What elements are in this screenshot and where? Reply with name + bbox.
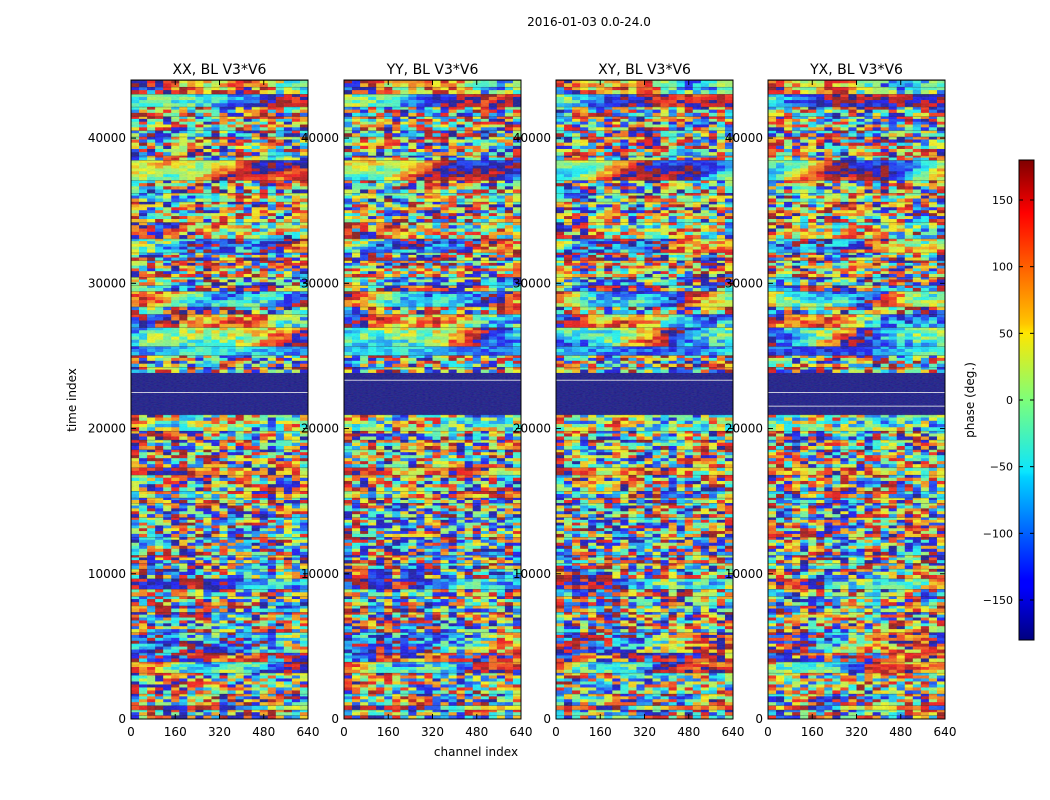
figure-suptitle: 2016-01-03 0.0-24.0 [527, 15, 651, 29]
colorbar-tick-label: 150 [992, 194, 1013, 207]
colorbar: −150 −100 −50 0 50 100 150 phase (deg.) [963, 159, 1035, 641]
x-tick-label: 0 [340, 725, 348, 739]
x-tick-label: 640 [297, 725, 320, 739]
panel-title: YX, BL V3*V6 [809, 62, 903, 78]
panel-4: YX, BL V3*V6 0 160 320 480 640 0 10000 20000 3000… [725, 62, 957, 739]
y-tick-label: 40000 [725, 131, 763, 145]
y-tick-label: 10000 [301, 567, 339, 581]
panel-title: XX, BL V3*V6 [173, 62, 267, 78]
y-tick-label: 0 [118, 712, 126, 726]
x-axis-label: channel index [434, 745, 518, 759]
x-tick-label: 480 [889, 725, 912, 739]
x-tick-label: 480 [677, 725, 700, 739]
x-tick-label: 480 [465, 725, 488, 739]
panel-3: XY, BL V3*V6 0 160 320 480 640 0 10000 20000 3000… [513, 62, 745, 739]
phase-image [768, 80, 946, 720]
x-tick-label: 0 [127, 725, 135, 739]
y-tick-label: 10000 [88, 567, 126, 581]
x-tick-label: 0 [552, 725, 560, 739]
phase-image [131, 80, 309, 720]
panel-2: YY, BL V3*V6 0 160 320 480 640 0 10000 20000 3000… [301, 62, 533, 739]
colorbar-tick-label: −50 [990, 461, 1013, 474]
colorbar-tick-label: −100 [983, 527, 1013, 540]
x-tick-label: 160 [377, 725, 400, 739]
y-tick-label: 40000 [88, 131, 126, 145]
y-tick-label: 20000 [513, 422, 551, 436]
y-tick-label: 30000 [88, 276, 126, 290]
x-tick-label: 320 [845, 725, 868, 739]
y-axis-label: time index [65, 368, 79, 432]
colorbar-tick-label: −150 [983, 594, 1013, 607]
y-tick-label: 40000 [513, 131, 551, 145]
colorbar-label: phase (deg.) [963, 362, 977, 438]
y-tick-label: 0 [755, 712, 763, 726]
y-tick-label: 20000 [725, 422, 763, 436]
y-tick-label: 10000 [725, 567, 763, 581]
y-tick-label: 20000 [301, 422, 339, 436]
x-tick-label: 320 [633, 725, 656, 739]
x-tick-label: 160 [801, 725, 824, 739]
y-tick-label: 20000 [88, 422, 126, 436]
colorbar-tick-label: 0 [1006, 394, 1013, 407]
phase-image [344, 80, 522, 720]
x-tick-label: 640 [510, 725, 533, 739]
y-tick-label: 0 [331, 712, 339, 726]
y-tick-label: 30000 [513, 276, 551, 290]
x-tick-label: 160 [164, 725, 187, 739]
y-tick-label: 30000 [301, 276, 339, 290]
panel-title: XY, BL V3*V6 [598, 62, 691, 78]
y-tick-label: 40000 [301, 131, 339, 145]
colorbar-tick-label: 100 [992, 261, 1013, 274]
x-tick-label: 320 [421, 725, 444, 739]
x-tick-label: 480 [252, 725, 275, 739]
x-tick-label: 0 [764, 725, 772, 739]
x-tick-label: 320 [208, 725, 231, 739]
y-tick-label: 0 [543, 712, 551, 726]
x-tick-label: 640 [934, 725, 957, 739]
y-tick-label: 30000 [725, 276, 763, 290]
y-tick-label: 10000 [513, 567, 551, 581]
x-tick-label: 640 [722, 725, 745, 739]
panel-1: XX, BL V3*V6 0 160 320 480 640 0 10000 20000 3000… [88, 62, 320, 739]
colorbar-tick-label: 50 [999, 327, 1013, 340]
x-tick-label: 160 [589, 725, 612, 739]
phase-image [556, 80, 734, 720]
panel-title: YY, BL V3*V6 [386, 62, 479, 78]
